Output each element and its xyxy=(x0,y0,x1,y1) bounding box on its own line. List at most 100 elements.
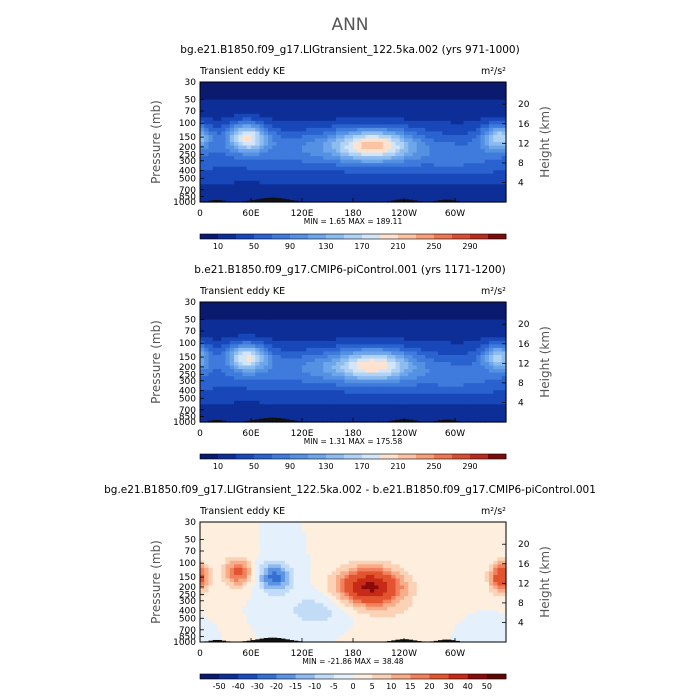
field-cell xyxy=(268,106,273,111)
field-cell xyxy=(353,187,358,193)
field-cell xyxy=(200,312,205,317)
field-cell xyxy=(357,110,363,115)
field-cell xyxy=(463,127,469,133)
field-cell xyxy=(234,145,239,150)
field-cell xyxy=(395,379,401,384)
field-cell xyxy=(399,347,405,353)
field-cell xyxy=(387,159,392,164)
field-cell xyxy=(463,187,469,193)
field-cell xyxy=(382,194,388,200)
field-cell xyxy=(297,379,303,384)
field-cell xyxy=(225,372,231,377)
field-cell xyxy=(217,302,222,307)
field-cell xyxy=(234,404,239,409)
field-cell xyxy=(370,393,375,398)
field-cell xyxy=(489,372,494,377)
field-cell xyxy=(429,383,435,388)
field-cell xyxy=(306,351,312,356)
field-cell xyxy=(251,134,256,140)
field-cell xyxy=(455,379,460,384)
field-cell xyxy=(348,376,354,381)
field-cell xyxy=(306,82,312,87)
field-cell xyxy=(476,319,482,324)
field-cell xyxy=(472,152,477,157)
field-cell xyxy=(336,156,341,161)
field-cell xyxy=(251,305,256,310)
field-cell xyxy=(242,166,248,171)
field-cell xyxy=(319,369,324,374)
field-cell xyxy=(327,117,333,122)
field-cell xyxy=(476,365,482,370)
field-cell xyxy=(344,383,350,388)
field-cell xyxy=(365,312,371,317)
field-cell xyxy=(344,376,350,381)
field-cell xyxy=(489,333,494,338)
field-cell xyxy=(336,337,341,342)
field-cell xyxy=(200,142,205,147)
field-cell xyxy=(480,351,486,356)
field-cell xyxy=(416,99,422,104)
field-cell xyxy=(289,82,295,87)
field-cell xyxy=(212,124,218,129)
field-cell xyxy=(344,393,350,398)
field-cell xyxy=(263,173,269,178)
field-cell xyxy=(302,312,307,317)
field-cell xyxy=(238,184,244,189)
field-cell xyxy=(242,85,248,90)
field-cell xyxy=(208,418,214,423)
field-cell xyxy=(319,138,324,143)
field-cell xyxy=(399,184,405,189)
field-cell xyxy=(382,397,388,402)
field-cell xyxy=(200,159,205,164)
field-cell xyxy=(404,191,409,196)
field-cell xyxy=(425,383,431,388)
field-cell xyxy=(208,323,214,328)
field-cell xyxy=(438,411,443,416)
field-cell xyxy=(378,326,384,331)
field-cell xyxy=(408,110,414,115)
field-cell xyxy=(365,358,371,363)
field-cell xyxy=(276,166,282,171)
field-cell xyxy=(234,180,239,185)
field-cell xyxy=(361,156,367,161)
field-cell xyxy=(425,379,431,384)
field-cell xyxy=(285,187,290,193)
colorbar-swatch xyxy=(290,234,309,239)
field-cell xyxy=(268,404,273,409)
field-cell xyxy=(255,340,261,345)
field-cell xyxy=(255,333,261,338)
field-cell xyxy=(404,393,409,398)
field-cell xyxy=(489,180,494,185)
field-cell xyxy=(480,89,486,94)
field-cell xyxy=(501,184,507,189)
field-cell xyxy=(395,177,401,182)
field-cell xyxy=(217,397,222,402)
field-cell xyxy=(302,149,307,154)
field-cell xyxy=(323,124,329,129)
field-cell xyxy=(476,89,482,94)
field-cell xyxy=(348,82,354,87)
field-cell xyxy=(391,369,397,374)
field-cell xyxy=(416,372,422,377)
field-cell xyxy=(242,117,248,122)
field-cell xyxy=(395,156,401,161)
field-cell xyxy=(319,106,324,111)
field-cell xyxy=(387,386,392,391)
field-cell xyxy=(399,407,405,413)
field-cell xyxy=(276,362,282,367)
field-cell xyxy=(319,347,324,353)
field-cell xyxy=(348,386,354,391)
field-cell xyxy=(204,319,210,324)
field-cell xyxy=(229,103,235,108)
field-cell xyxy=(212,305,218,310)
field-cell xyxy=(208,404,214,409)
field-cell xyxy=(476,177,482,182)
field-cell xyxy=(399,149,405,154)
field-cell xyxy=(374,134,380,140)
field-cell xyxy=(480,96,486,101)
field-cell xyxy=(225,369,231,374)
field-cell xyxy=(323,191,329,196)
field-cell xyxy=(268,319,273,324)
field-cell xyxy=(259,411,265,416)
field-cell xyxy=(234,191,239,196)
